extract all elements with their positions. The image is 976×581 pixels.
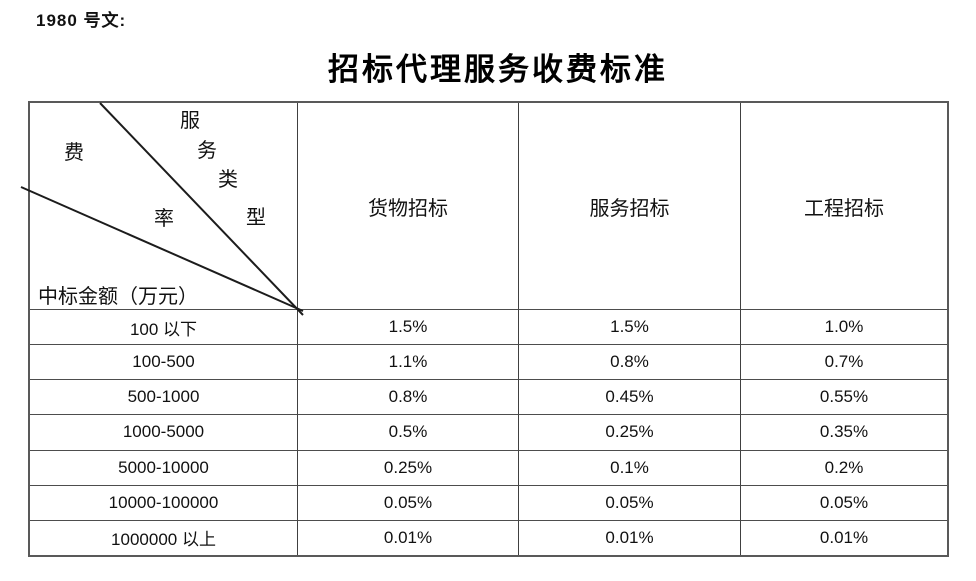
table-cell: 1.5% (297, 309, 518, 345)
table-cell: 0.25% (297, 449, 518, 485)
doc-number: 1980 号文: (36, 11, 127, 30)
page-title: 招标代理服务收费标准 (328, 52, 668, 87)
table-cell: 0.8% (297, 379, 518, 415)
table-cell: 1.5% (518, 309, 740, 345)
corner-row-axis-label: 中标金额（万元） (38, 286, 198, 308)
corner-axis-char: 费 (64, 142, 84, 164)
column-header-services: 服务招标 (518, 103, 740, 309)
column-header-engineering: 工程招标 (740, 103, 947, 309)
row-label: 1000000 以上 (30, 519, 297, 555)
table-cell: 0.8% (518, 344, 740, 380)
table-cell: 0.05% (518, 484, 740, 520)
corner-axis-char: 类 (218, 169, 238, 191)
table-cell: 0.55% (740, 379, 947, 415)
row-label: 500-1000 (30, 379, 297, 414)
corner-axis-char: 服 (180, 110, 200, 132)
corner-axis-char: 率 (154, 208, 174, 230)
row-label: 1000-5000 (30, 414, 297, 449)
table-cell: 0.5% (297, 414, 518, 450)
table-corner-cell: 服 务 类 型 费 率 中标金额（万元） (20, 102, 304, 316)
table-cell: 0.01% (740, 519, 947, 555)
table-cell: 0.01% (297, 519, 518, 555)
table-cell: 1.0% (740, 309, 947, 345)
table-cell: 0.35% (740, 414, 947, 450)
diagonal-divider-lines (20, 102, 304, 316)
row-label: 10000-100000 (30, 484, 297, 520)
table-cell: 0.01% (518, 519, 740, 555)
row-label: 100-500 (30, 344, 297, 379)
corner-axis-char: 型 (246, 207, 266, 229)
table-cell: 1.1% (297, 344, 518, 380)
table-cell: 0.05% (740, 484, 947, 520)
column-header-goods: 货物招标 (297, 103, 518, 309)
table-cell: 0.2% (740, 449, 947, 485)
table-cell: 0.7% (740, 344, 947, 380)
table-cell: 0.25% (518, 414, 740, 450)
table-cell: 0.45% (518, 379, 740, 415)
row-label: 5000-10000 (30, 449, 297, 485)
table-cell: 0.05% (297, 484, 518, 520)
row-label: 100 以下 (30, 309, 297, 344)
fee-table: 服 务 类 型 费 率 中标金额（万元） 货物招标 服务招标 工程招标 100 … (20, 101, 949, 557)
corner-axis-char: 务 (197, 140, 217, 162)
table-cell: 0.1% (518, 449, 740, 485)
